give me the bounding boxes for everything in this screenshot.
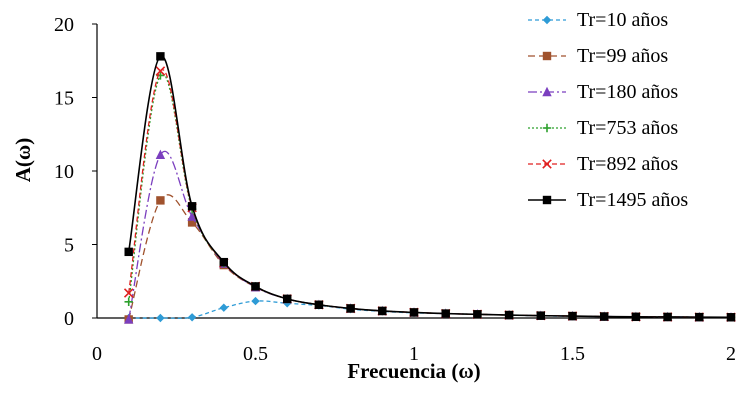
legend-marker [542, 123, 552, 133]
x-axis-title: Frecuencia (ω) [347, 359, 480, 383]
y-tick-label: 20 [54, 14, 74, 36]
x-tick-label: 1.5 [560, 343, 585, 365]
legend-marker [542, 159, 552, 169]
data-point [155, 149, 166, 160]
x-tick-label: 0.5 [243, 343, 268, 365]
data-point [600, 312, 609, 321]
x-tick-label: 1 [409, 343, 419, 365]
legend-label: Tr=1495 años [577, 189, 688, 211]
legend-entry: Tr=1495 años [528, 189, 688, 211]
tick-labels: 0 5 10 15 20 0 0.5 1 1.5 2 [54, 14, 736, 365]
y-tick-label: 15 [54, 88, 74, 110]
y-tick-label: 5 [64, 235, 74, 257]
series-3 [124, 149, 736, 324]
data-point [155, 66, 166, 76]
series-line [128, 300, 732, 319]
data-point [156, 196, 165, 205]
legend-label: Tr=753 años [577, 117, 678, 139]
data-point [124, 314, 134, 324]
legend-entry: Tr=180 años [528, 81, 678, 103]
data-point [726, 313, 736, 322]
x-tick-label: 0 [92, 343, 102, 365]
y-axis-title: A(ω) [11, 138, 35, 183]
data-point [187, 202, 197, 211]
y-tick-label: 0 [64, 308, 74, 330]
series-line [128, 151, 732, 320]
legend-marker [542, 51, 552, 61]
data-point [251, 282, 260, 291]
data-point [409, 308, 419, 317]
data-point [504, 310, 514, 320]
legend-entry: Tr=99 años [528, 45, 668, 67]
legend-label: Tr=892 años [577, 153, 678, 175]
data-point [123, 288, 134, 298]
data-point [568, 311, 577, 321]
legend-marker [542, 15, 552, 25]
data-point [378, 306, 387, 316]
data-point [631, 312, 641, 322]
data-point [187, 218, 197, 227]
series-layer [123, 52, 736, 324]
data-point [219, 303, 228, 312]
legend-label: Tr=180 años [577, 81, 678, 103]
series-6 [124, 52, 736, 322]
legend-marker [542, 86, 552, 97]
x-tick-label: 2 [726, 343, 736, 365]
series-2 [124, 194, 736, 324]
legend-entry: Tr=892 años [528, 153, 678, 175]
data-point [187, 211, 197, 221]
data-point [124, 297, 133, 307]
data-point [156, 313, 165, 323]
legend-entry: Tr=753 años [528, 117, 678, 139]
legend-label: Tr=99 años [577, 45, 668, 67]
legend-entry: Tr=10 años [528, 9, 668, 31]
chart-axes [92, 23, 731, 319]
data-point [536, 311, 545, 320]
data-point [124, 247, 133, 257]
data-point [251, 296, 260, 306]
data-point [187, 313, 197, 322]
y-tick-label: 10 [54, 161, 74, 183]
chart-legend: Tr=10 años Tr=99 años Tr=180 años Tr=753 añ… [528, 9, 688, 211]
legend-marker [542, 195, 552, 205]
data-point [663, 312, 672, 322]
data-point [346, 304, 355, 313]
data-point [314, 300, 324, 309]
data-point [219, 257, 228, 267]
data-point [441, 309, 450, 318]
data-point [156, 52, 165, 61]
data-point [283, 294, 292, 304]
data-point [473, 310, 482, 319]
legend-label: Tr=10 años [577, 9, 668, 31]
data-point [695, 312, 704, 322]
